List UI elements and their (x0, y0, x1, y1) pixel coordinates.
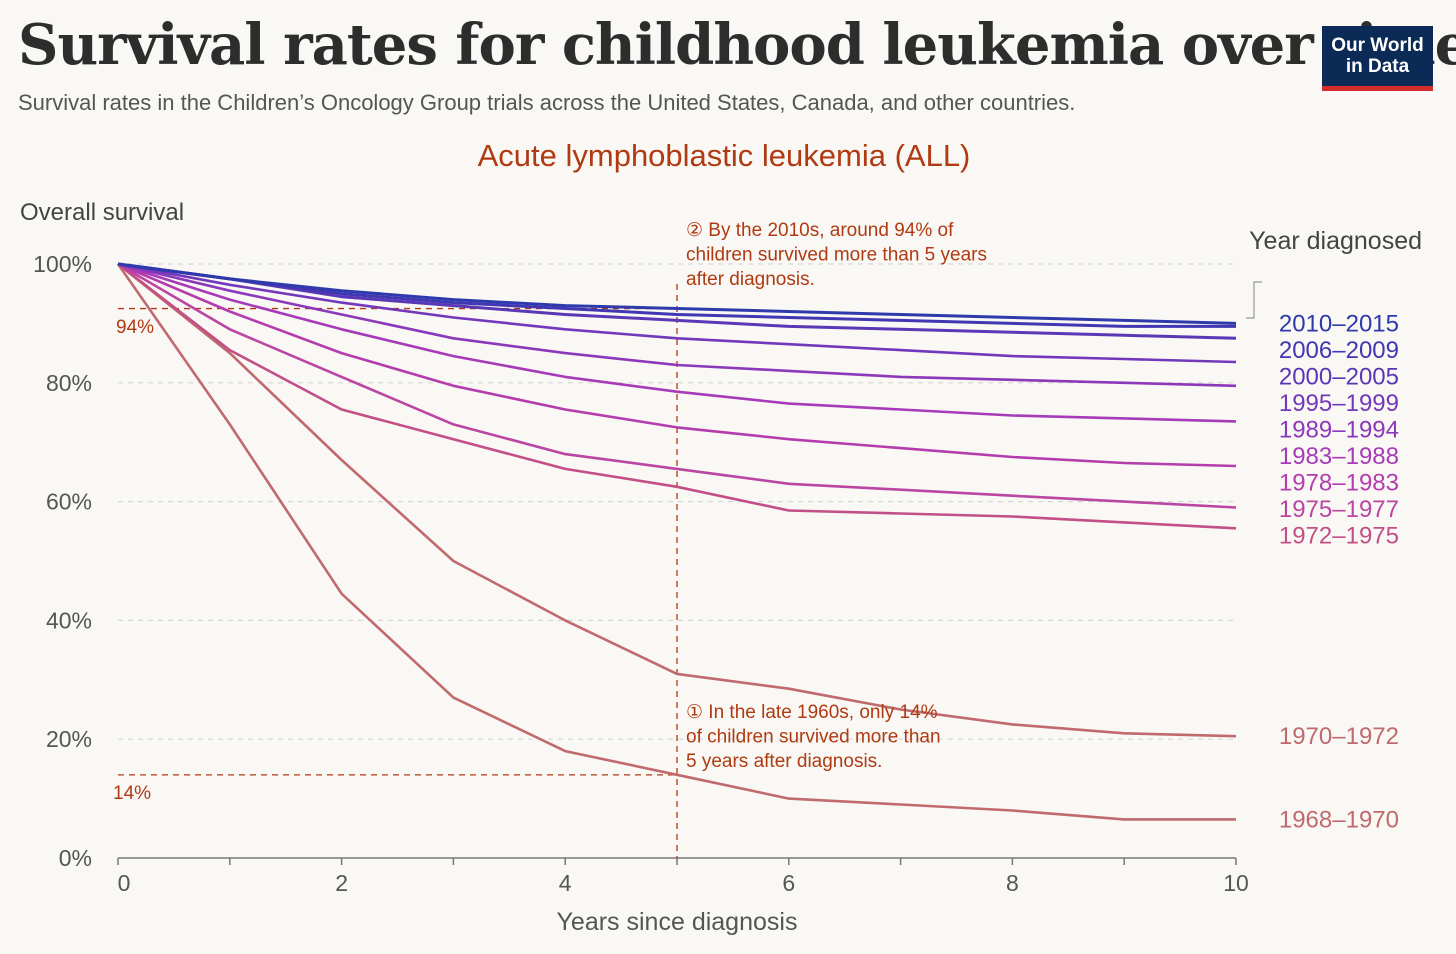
series-label: 1968–1970 (1279, 806, 1399, 833)
x-tick-label: 6 (782, 870, 795, 896)
series-label: 1989–1994 (1279, 416, 1399, 443)
gridlines (118, 263, 1236, 740)
y-tick-label: 100% (33, 251, 92, 277)
logo-line-1: Our World (1331, 35, 1424, 56)
y-axis-label: Overall survival (20, 199, 184, 226)
annotation-2010s-line-3: after diagnosis. (686, 269, 815, 290)
y-tick-label: 0% (59, 845, 92, 871)
series-line-1983–1988 (117, 262, 1237, 423)
series-line-1975–1977 (117, 262, 1237, 509)
x-tick-label: 0 (118, 870, 131, 896)
series-label: 1978–1983 (1279, 469, 1399, 496)
series-line-2000–2005 (117, 262, 1237, 340)
series-line-1968–1970 (116, 263, 1236, 821)
series-line-1989–1994 (117, 262, 1237, 388)
series-lines (116, 262, 1237, 821)
legend-bracket (1246, 281, 1262, 319)
annotation-94-label: 94% (116, 317, 154, 338)
series-line-1995–1999 (117, 262, 1237, 364)
owid-logo[interactable]: Our World in Data (1322, 26, 1433, 91)
legend-title: Year diagnosed (1249, 227, 1422, 255)
series-label: 2010–2015 (1279, 310, 1399, 337)
x-tick-label: 10 (1223, 870, 1249, 896)
series-label: 2000–2005 (1279, 363, 1399, 390)
annotation-1960s-line-3: 5 years after diagnosis. (686, 751, 882, 772)
y-tick-label: 40% (46, 607, 92, 633)
series-label: 1970–1972 (1279, 723, 1399, 750)
annotation-1960s: ① In the late 1960s, only 14% of childre… (686, 702, 946, 772)
series-label: 1975–1977 (1279, 496, 1399, 523)
chart-subtitle: Survival rates in the Children’s Oncolog… (18, 90, 1076, 115)
annotation-1960s-line-1: ① In the late 1960s, only 14% (686, 702, 938, 723)
series-line-2010–2015 (117, 262, 1237, 325)
x-axis: 0 2 4 6 8 10 (117, 857, 1249, 896)
annotation-14-label: 14% (113, 783, 151, 804)
series-labels: 2010–20152006–20092000–20051995–19991989… (1279, 310, 1399, 833)
series-label: 1983–1988 (1279, 443, 1399, 470)
series-line-1978–1983 (117, 262, 1237, 468)
annotation-2010s-line-2: children survived more than 5 years (686, 245, 987, 266)
logo-line-2: in Data (1345, 56, 1410, 77)
annotation-2010s-line-1: ② By the 2010s, around 94% of (686, 220, 954, 241)
x-tick-label: 8 (1006, 870, 1019, 896)
y-tick-label: 80% (46, 370, 92, 396)
chart-title: Survival rates for childhood leukemia ov… (18, 12, 1456, 78)
series-line-2006–2009 (117, 262, 1236, 328)
series-line-1972–1975 (117, 262, 1237, 530)
series-line-1970–1972 (117, 262, 1237, 738)
y-tick-label: 20% (46, 726, 92, 752)
y-axis: 0% 20% 40% 60% 80% 100% (33, 251, 92, 871)
annotation-1960s-line-2: of children survived more than (686, 727, 941, 748)
x-tick-label: 4 (559, 870, 572, 896)
annotation-2010s: ② By the 2010s, around 94% of children s… (686, 220, 992, 290)
x-tick-label: 2 (335, 870, 348, 896)
x-axis-label: Years since diagnosis (557, 908, 798, 936)
series-label: 1972–1975 (1279, 522, 1399, 549)
y-tick-label: 60% (46, 489, 92, 515)
series-label: 2006–2009 (1279, 337, 1399, 364)
series-label: 1995–1999 (1279, 390, 1399, 417)
panel-title: Acute lymphoblastic leukemia (ALL) (478, 138, 971, 173)
